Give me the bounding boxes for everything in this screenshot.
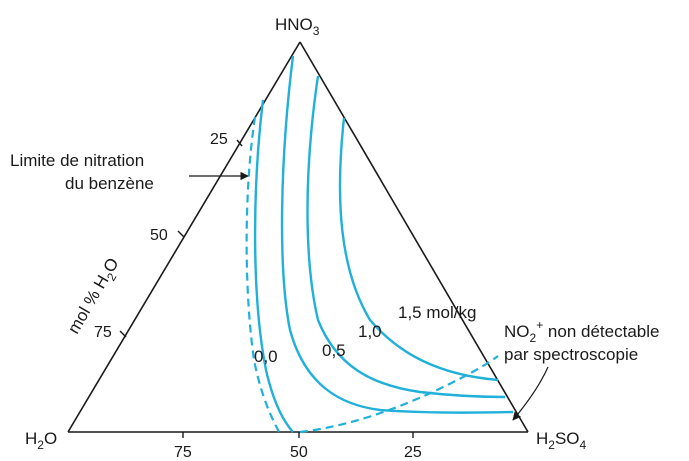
curve-0-5 (280, 55, 514, 414)
vertex-label-hno3: HNO3 (275, 15, 320, 38)
vertex-label-h2so4: H2SO4 (536, 429, 587, 452)
annotation-nitration-limit: Limite de nitration du benzène (10, 151, 249, 193)
annotation-no2-line1: NO2+ non détectable (504, 318, 659, 345)
left-tick-label-50: 50 (150, 227, 168, 244)
curves (245, 55, 514, 434)
annotation-no2-line2: par spectroscopie (504, 345, 638, 364)
curve-label-1-5: 1,5 mol/kg (398, 303, 476, 322)
bottom-tick-label-25: 25 (404, 444, 422, 461)
left-tick-50 (177, 230, 185, 238)
bottom-tick-label-75: 75 (174, 444, 192, 461)
left-tick-label-75: 75 (94, 324, 112, 341)
bottom-axis: 75 50 25 (174, 432, 422, 461)
curve-label-0-0: 0,0 (254, 347, 278, 366)
annotation-nitration-line1: Limite de nitration (10, 151, 144, 170)
curve-nitration-limit (245, 116, 280, 433)
curve-label-0-5: 0,5 (322, 341, 346, 360)
curve-label-1-0: 1,0 (358, 322, 382, 341)
curve-1-0 (306, 75, 506, 399)
left-tick-25 (236, 139, 243, 147)
curve-no2-detection-limit (299, 355, 499, 434)
curve-0-0 (253, 99, 294, 433)
edge-hno3-h2so4 (299, 41, 529, 433)
annotation-nitration-line2: du benzène (65, 174, 154, 193)
left-tick-label-25: 25 (210, 131, 228, 148)
annotation-no2-arrow (512, 366, 549, 421)
bottom-tick-label-50: 50 (290, 444, 308, 461)
vertex-label-h2o: H2O (25, 429, 57, 452)
curve-1-5 (338, 117, 499, 382)
annotation-no2-detection: NO2+ non détectable par spectroscopie (504, 318, 659, 421)
left-tick-75 (119, 330, 127, 338)
